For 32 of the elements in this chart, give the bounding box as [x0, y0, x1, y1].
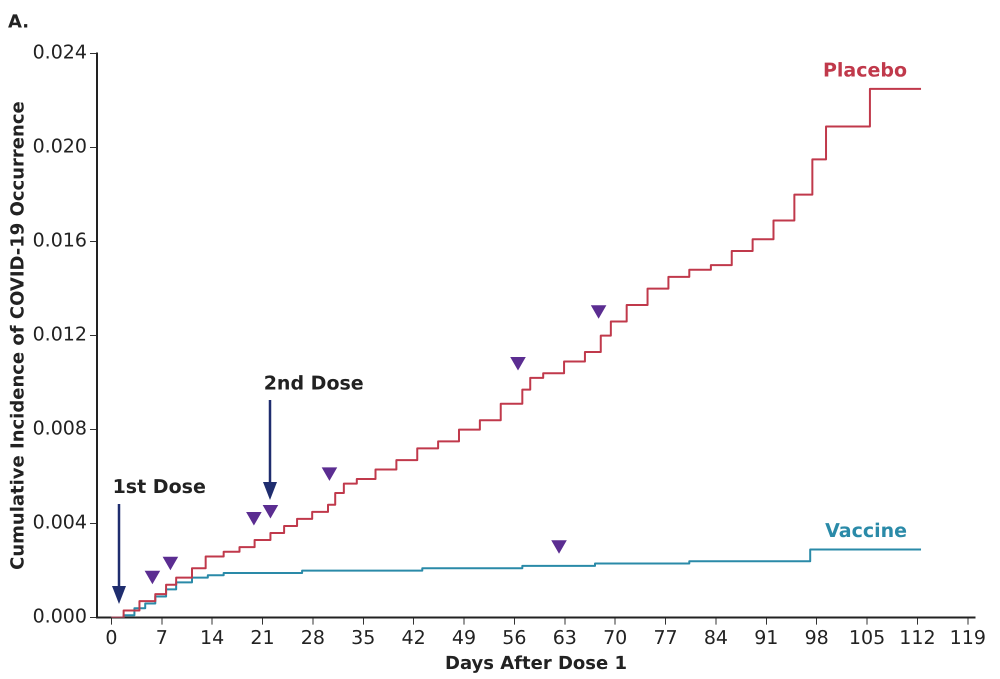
series-label: Vaccine: [825, 520, 908, 542]
x-tick-label: 91: [754, 626, 778, 649]
y-tick-label: 0.024: [32, 42, 87, 64]
x-tick-label: 28: [300, 626, 325, 649]
x-tick-label: 42: [402, 626, 426, 649]
x-tick-label: 14: [200, 626, 224, 649]
x-tick-label: 119: [950, 626, 986, 649]
y-tick-label: 0.004: [32, 512, 87, 534]
y-tick-label: 0.016: [32, 230, 87, 252]
ref-line-label: 2nd Dose: [264, 372, 364, 394]
x-tick-label: 84: [704, 626, 728, 649]
chart-title: A.: [8, 11, 30, 32]
x-tick-label: 35: [351, 626, 376, 649]
x-tick-label: 0: [105, 626, 118, 649]
y-tick-label: 0.020: [32, 136, 87, 158]
y-tick-label: 0.008: [32, 418, 87, 440]
y-axis-title: Cumulative Incidence of COVID-19 Occurrence: [7, 101, 28, 570]
x-tick-label: 77: [653, 626, 678, 649]
series-label: Placebo: [822, 59, 908, 82]
y-tick-label: 0.000: [32, 606, 87, 628]
x-axis-title: Days After Dose 1: [444, 652, 627, 674]
y-tick-label: 0.012: [32, 324, 87, 346]
x-tick-label: 63: [552, 626, 577, 649]
x-tick-label: 49: [452, 626, 476, 649]
x-tick-label: 56: [502, 626, 526, 649]
x-tick-label: 112: [899, 626, 936, 649]
x-tick-label: 98: [804, 626, 829, 649]
x-tick-label: 7: [156, 626, 168, 649]
x-tick-label: 70: [603, 626, 628, 649]
ref-line-label: 1st Dose: [112, 476, 206, 498]
x-tick-label: 105: [848, 626, 886, 649]
x-tick-label: 21: [250, 626, 275, 649]
